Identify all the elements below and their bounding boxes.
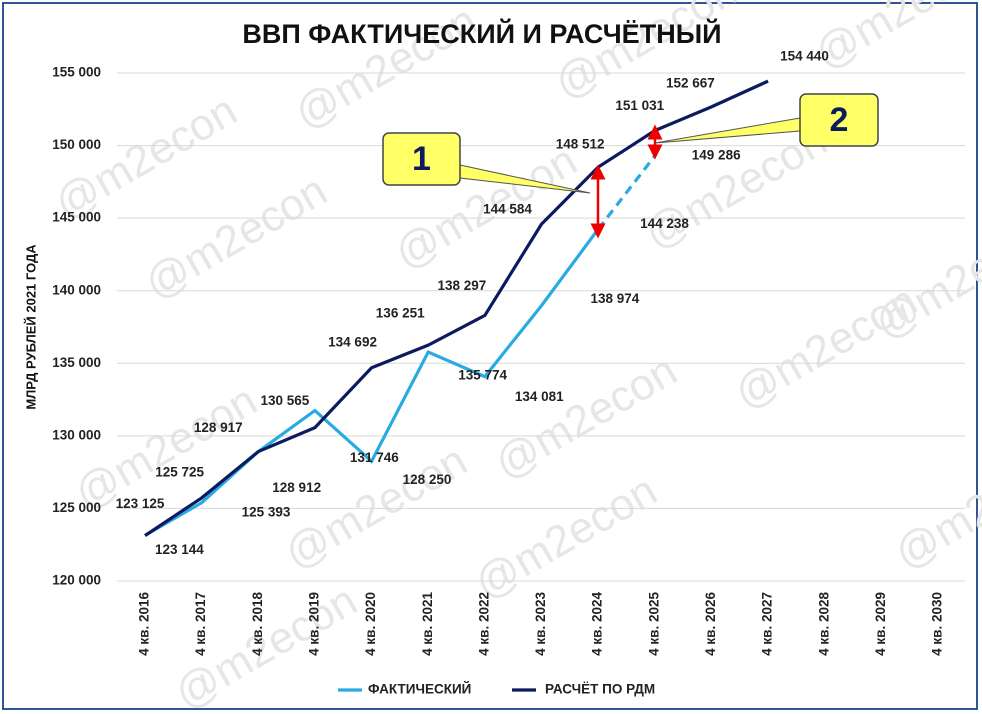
callout-text: 1 [412, 140, 431, 178]
data-label: 154 440 [780, 49, 829, 64]
legend-label: РАСЧЁТ ПО РДМ [545, 682, 655, 697]
callout-box [382, 132, 461, 186]
legend-label: ФАКТИЧЕСКИЙ [368, 682, 471, 697]
x-tick-label: 4 кв. 2028 [816, 592, 831, 656]
x-tick-label: 4 кв. 2029 [873, 592, 888, 656]
x-tick-label: 4 кв. 2019 [306, 592, 321, 656]
x-tick-label: 4 кв. 2022 [476, 592, 491, 656]
data-label: 144 238 [640, 216, 689, 231]
y-tick-label: 125 000 [52, 500, 101, 515]
line-forecast [596, 154, 657, 231]
x-tick-label: 4 кв. 2027 [760, 592, 775, 656]
data-label: 128 917 [194, 420, 243, 435]
x-tick-label: 4 кв. 2016 [137, 592, 152, 656]
y-tick-label: 150 000 [52, 137, 101, 152]
data-label: 136 251 [376, 306, 425, 321]
data-label: 128 250 [403, 472, 452, 487]
y-tick-label: 140 000 [52, 282, 101, 297]
line [144, 228, 600, 537]
x-tick-label: 4 кв. 2017 [193, 592, 208, 656]
chart-title: ВВП ФАКТИЧЕСКИЙ И РАСЧЁТНЫЙ [242, 18, 721, 49]
line [144, 79, 769, 537]
x-tick-label: 4 кв. 2026 [703, 592, 718, 656]
x-tick-label: 4 кв. 2024 [590, 592, 605, 656]
data-label: 138 297 [437, 278, 486, 293]
x-tick-label: 4 кв. 2025 [646, 592, 661, 656]
y-tick-label: 145 000 [52, 210, 101, 225]
data-label: 130 565 [261, 393, 310, 408]
data-label: 151 031 [615, 98, 664, 113]
y-tick-label: 120 000 [52, 573, 101, 588]
y-tick-label: 135 000 [52, 355, 101, 370]
callout-box [799, 93, 879, 147]
data-label: 138 974 [591, 291, 640, 306]
data-label: 134 081 [515, 389, 564, 404]
data-label: 152 667 [666, 75, 715, 90]
x-tick-label: 4 кв. 2023 [533, 592, 548, 656]
x-tick-label: 4 кв. 2020 [363, 592, 378, 656]
x-tick-label: 4 кв. 2018 [250, 592, 265, 656]
data-label: 134 692 [328, 334, 377, 349]
x-tick-label: 4 кв. 2030 [930, 592, 945, 656]
data-label: 125 393 [242, 504, 291, 519]
data-label: 123 125 [116, 496, 165, 511]
callout-text: 2 [830, 101, 849, 139]
data-label: 131 746 [350, 450, 399, 465]
data-label: 144 584 [483, 202, 532, 217]
data-label: 135 774 [458, 368, 507, 383]
data-label: 123 144 [155, 542, 204, 557]
data-label: 125 725 [155, 464, 204, 479]
y-axis-label: МЛРД РУБЛЕЙ 2021 ГОДА [23, 244, 38, 410]
data-label: 149 286 [692, 147, 741, 162]
y-tick-label: 130 000 [52, 427, 101, 442]
data-label: 128 912 [272, 480, 321, 495]
data-label: 148 512 [556, 137, 605, 152]
y-tick-label: 155 000 [52, 65, 101, 80]
x-tick-label: 4 кв. 2021 [420, 592, 435, 656]
